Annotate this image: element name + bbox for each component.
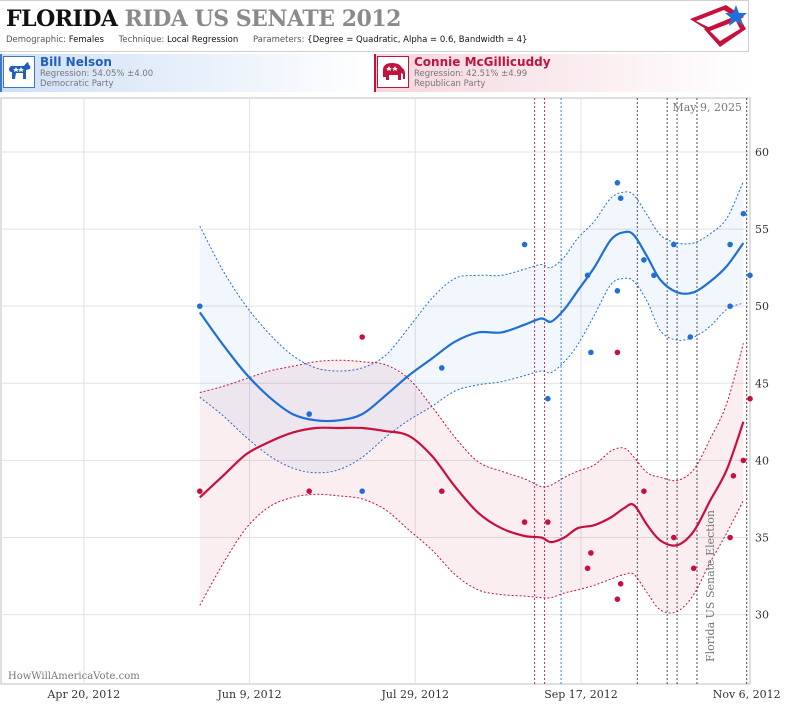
candidate-dem-panel: Bill Nelson Regression: 54.05% ±4.00 Dem… xyxy=(0,54,375,92)
poll-point-dem xyxy=(197,303,203,310)
poll-point-dem xyxy=(306,411,313,417)
poll-point-rep xyxy=(439,488,445,495)
poll-point-rep xyxy=(521,519,528,525)
poll-point-rep xyxy=(306,488,313,495)
poll-point-rep xyxy=(617,581,624,587)
poll-point-rep xyxy=(584,565,591,572)
candidate-rep-regression: Regression: 42.51% ±4.99 xyxy=(414,69,528,79)
poll-point-rep xyxy=(747,395,753,402)
poll-point-rep xyxy=(359,334,366,340)
poll-point-dem xyxy=(687,334,694,340)
poll-points xyxy=(197,180,753,602)
x-tick-label: Apr 20, 2012 xyxy=(46,688,120,701)
poll-point-rep xyxy=(727,534,733,541)
technique-label: Technique: xyxy=(118,35,165,45)
y-tick-label: 45 xyxy=(755,377,769,390)
elephant-icon xyxy=(377,56,409,88)
technique-value: Local Regression xyxy=(167,35,239,45)
y-tick-label: 30 xyxy=(755,609,769,622)
poll-point-dem xyxy=(671,241,677,248)
y-tick-label: 60 xyxy=(755,146,769,159)
candidate-dem-party: Democratic Party xyxy=(40,79,114,89)
poll-point-rep xyxy=(545,519,551,525)
poll-point-rep xyxy=(641,488,647,495)
x-tick-label: Jun 9, 2012 xyxy=(217,688,282,701)
poll-point-dem xyxy=(584,272,591,279)
poll-point-rep xyxy=(614,349,621,356)
grid xyxy=(0,97,751,685)
poll-point-rep xyxy=(690,565,697,572)
title-race: RIDA US SENATE 2012 xyxy=(124,6,402,32)
poll-point-dem xyxy=(614,288,621,294)
poll-point-dem xyxy=(747,272,753,279)
trend-line-dem xyxy=(198,230,745,423)
watermark: HowWillAmericaVote.com xyxy=(8,671,140,682)
demographic-value: Females xyxy=(68,35,104,45)
demographic-label: Demographic: xyxy=(6,35,67,45)
parameters-line: Demographic: Females Technique: Local Re… xyxy=(6,35,527,45)
star-flag-logo xyxy=(690,5,747,47)
poll-point-dem xyxy=(641,257,647,263)
poll-point-dem xyxy=(617,195,624,201)
poll-point-dem xyxy=(545,395,551,402)
parameters-label: Parameters: xyxy=(252,35,305,45)
y-tick-label: 55 xyxy=(755,223,769,236)
x-tick-label: Jul 29, 2012 xyxy=(381,688,450,701)
confidence-band-dem xyxy=(199,181,744,473)
poll-point-rep xyxy=(730,473,737,479)
poll-point-dem xyxy=(359,488,366,495)
poll-point-dem xyxy=(521,241,528,248)
poll-point-dem xyxy=(439,365,445,371)
event-lines xyxy=(534,98,748,684)
poll-point-dem xyxy=(588,349,594,356)
plot-frame xyxy=(0,97,751,685)
candidate-dem-regression: Regression: 54.05% ±4.00 xyxy=(40,69,154,79)
candidate-dem-name: Bill Nelson xyxy=(40,55,112,69)
poll-point-rep xyxy=(671,534,677,541)
trend-lines xyxy=(198,230,745,547)
y-tick-label: 50 xyxy=(755,300,769,313)
trend-line-rep xyxy=(199,421,745,547)
donkey-icon xyxy=(3,56,35,88)
confidence-band-rep xyxy=(199,343,744,612)
poll-point-rep xyxy=(588,550,594,556)
side-label: Florida US Senate Election xyxy=(704,510,717,662)
date-stamp: May 9, 2025 xyxy=(672,101,742,114)
candidate-rep-panel: Connie McGillicuddy Regression: 42.51% ±… xyxy=(374,54,749,92)
axes: 30 35 40 45 50 55 60 Apr 20, 2012 Jun 9, 2012 Jul… xyxy=(46,146,780,701)
x-tick-label: Nov 6, 2012 xyxy=(713,688,781,701)
parameters-value: {Degree = Quadratic, Alpha = 0.6, Bandwi… xyxy=(307,35,528,45)
candidate-rep-party: Republican Party xyxy=(414,79,486,89)
confidence-bands xyxy=(199,181,744,614)
chart-header: FLORIDA RIDA US SENATE 2012 Demographic:… xyxy=(0,0,749,52)
x-tick-label: Sep 17, 2012 xyxy=(544,688,618,701)
candidate-rep-name: Connie McGillicuddy xyxy=(414,55,551,69)
poll-point-rep xyxy=(614,596,621,602)
page-title: FLORIDA RIDA US SENATE 2012 xyxy=(6,6,401,32)
poll-point-dem xyxy=(727,241,733,248)
upper-bound-rep xyxy=(199,343,744,488)
title-state: FLORIDA xyxy=(6,6,118,32)
poll-point-dem xyxy=(614,180,621,186)
poll-point-dem xyxy=(651,272,657,279)
upper-bound-dem xyxy=(199,181,744,372)
y-tick-label: 35 xyxy=(755,532,769,545)
lower-bound-rep xyxy=(199,493,744,614)
y-tick-label: 40 xyxy=(755,454,769,467)
poll-point-dem xyxy=(727,303,733,310)
poll-point-rep xyxy=(197,488,203,495)
poll-point-rep xyxy=(740,457,747,464)
poll-point-dem xyxy=(740,210,747,217)
